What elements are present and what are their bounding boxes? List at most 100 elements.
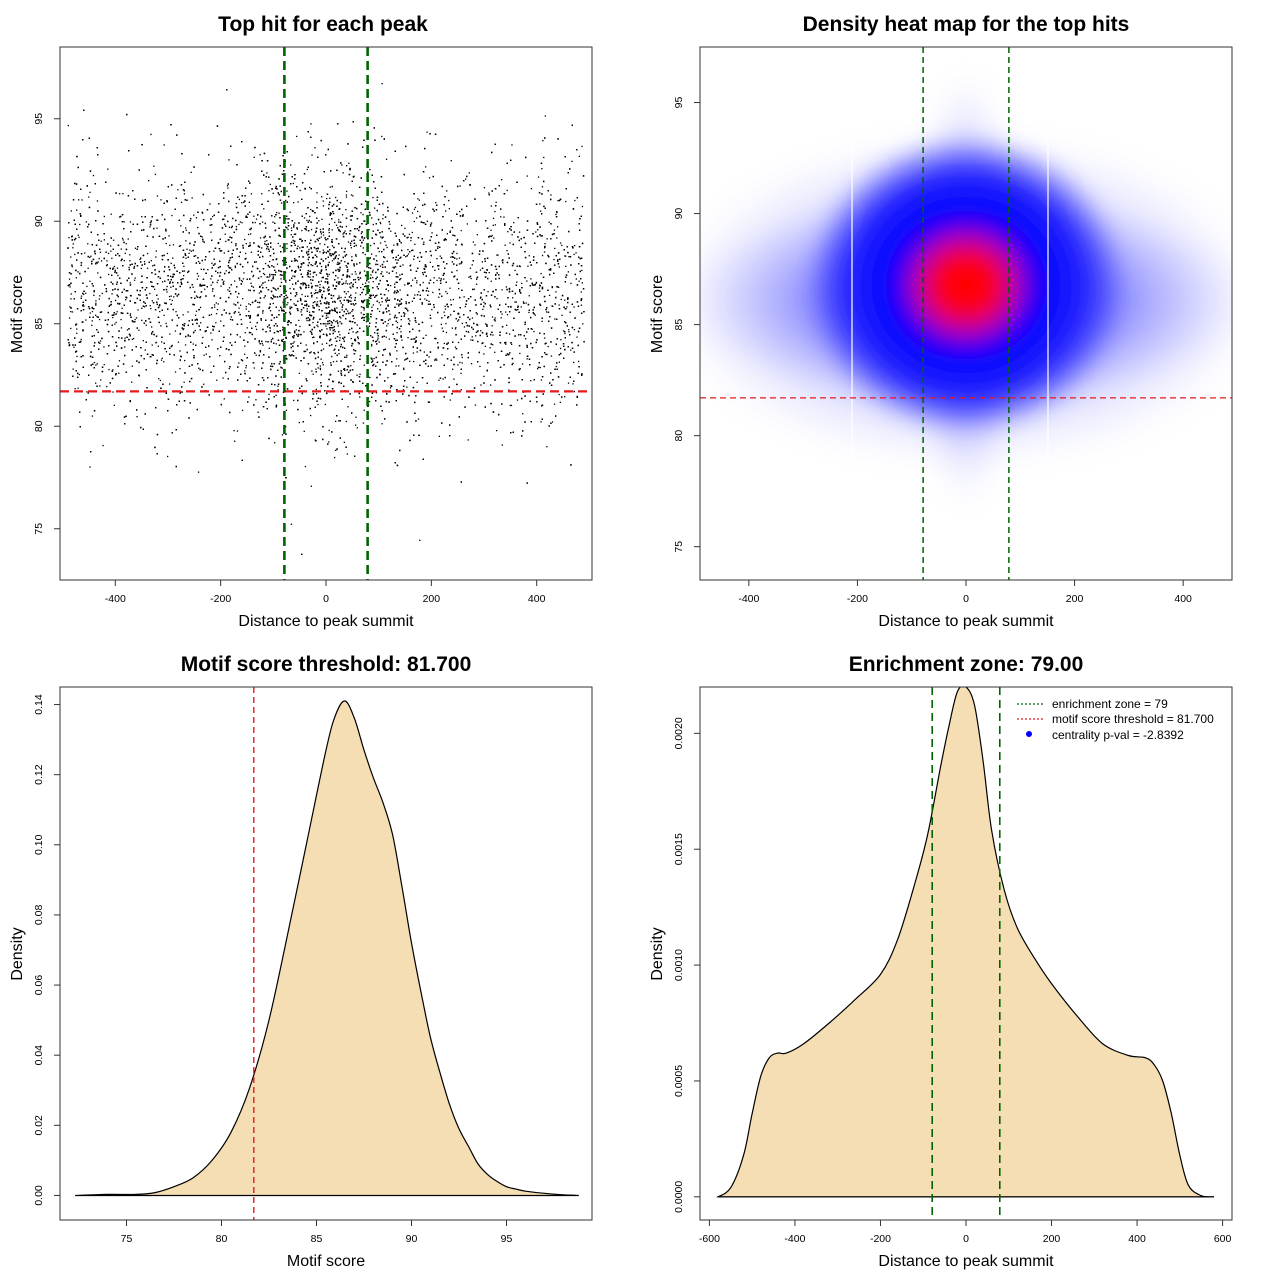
scatter-point xyxy=(341,164,343,166)
scatter-point xyxy=(328,231,330,234)
scatter-point xyxy=(151,300,153,302)
scatter-point xyxy=(496,430,498,432)
scatter-point xyxy=(306,319,308,322)
scatter-point xyxy=(312,302,314,304)
scatter-point xyxy=(335,420,337,422)
scatter-point xyxy=(110,213,112,215)
scatter-point xyxy=(334,257,337,259)
scatter-point xyxy=(145,324,147,326)
scatter-point xyxy=(112,391,114,393)
scatter-point xyxy=(131,365,133,367)
scatter-point xyxy=(89,191,91,193)
scatter-point xyxy=(345,265,347,267)
scatter-point xyxy=(417,418,420,420)
scatter-point xyxy=(100,240,102,242)
scatter-point xyxy=(335,321,337,323)
scatter-point xyxy=(322,249,324,251)
scatter-point xyxy=(349,286,351,288)
scatter-point xyxy=(271,365,273,368)
scatter-point xyxy=(290,523,292,525)
scatter-point xyxy=(327,288,329,290)
scatter-point xyxy=(328,223,330,225)
scatter-point xyxy=(510,404,513,407)
scatter-point xyxy=(476,283,478,285)
scatter-point xyxy=(369,376,371,379)
scatter-point xyxy=(339,337,341,339)
scatter-point xyxy=(381,423,383,425)
scatter-point xyxy=(451,327,453,329)
scatter-point xyxy=(403,367,405,369)
scatter-point xyxy=(301,264,303,266)
scatter-point xyxy=(353,175,355,177)
scatter-point xyxy=(324,403,326,406)
scatter-point xyxy=(387,377,389,379)
chart-title: Top hit for each peak xyxy=(218,13,428,36)
scatter-point xyxy=(353,304,355,306)
scatter-point xyxy=(506,314,509,316)
scatter-point xyxy=(166,252,169,255)
scatter-point xyxy=(496,297,498,300)
scatter-point xyxy=(194,255,197,257)
scatter-point xyxy=(581,282,583,284)
scatter-point xyxy=(377,308,379,310)
scatter-point xyxy=(429,314,431,316)
scatter-point xyxy=(364,253,366,256)
scatter-point xyxy=(506,324,508,326)
scatter-point xyxy=(154,288,156,290)
scatter-point xyxy=(414,206,417,209)
scatter-point xyxy=(68,278,71,280)
scatter-point xyxy=(222,282,224,284)
scatter-point xyxy=(150,260,152,262)
scatter-point xyxy=(349,283,351,285)
scatter-point xyxy=(362,306,364,309)
scatter-point xyxy=(346,356,348,358)
scatter-point xyxy=(168,295,171,298)
scatter-point xyxy=(281,367,283,369)
scatter-point xyxy=(123,221,125,223)
scatter-point xyxy=(269,273,271,275)
scatter-point xyxy=(382,218,384,220)
scatter-point xyxy=(351,273,353,275)
scatter-point xyxy=(334,330,336,333)
scatter-point xyxy=(362,283,364,285)
scatter-point xyxy=(183,381,185,383)
scatter-point xyxy=(422,221,424,224)
scatter-point xyxy=(350,297,352,299)
scatter-point xyxy=(342,172,344,174)
scatter-point xyxy=(73,346,75,348)
scatter-point xyxy=(516,273,518,275)
scatter-point xyxy=(568,331,570,333)
scatter-point xyxy=(93,291,95,293)
scatter-point xyxy=(279,270,281,272)
scatter-point xyxy=(337,325,339,327)
scatter-point xyxy=(412,279,414,281)
scatter-point xyxy=(381,83,383,85)
scatter-point xyxy=(211,339,213,341)
scatter-point xyxy=(294,222,296,224)
scatter-point xyxy=(494,317,496,319)
scatter-point xyxy=(399,257,401,259)
scatter-point xyxy=(151,281,153,283)
scatter-point xyxy=(277,242,279,245)
scatter-point xyxy=(345,280,347,282)
scatter-point xyxy=(339,334,341,336)
scatter-point xyxy=(212,329,214,331)
scatter-point xyxy=(423,267,425,270)
scatter-point xyxy=(124,337,126,339)
scatter-point xyxy=(320,289,322,292)
scatter-point xyxy=(118,216,121,218)
scatter-point xyxy=(308,248,310,251)
scatter-point xyxy=(368,281,370,283)
scatter-point xyxy=(581,145,583,148)
scatter-point xyxy=(320,233,323,235)
scatter-point xyxy=(248,233,250,236)
scatter-point xyxy=(245,243,247,245)
scatter-point xyxy=(445,210,447,212)
scatter-point xyxy=(338,295,340,297)
scatter-point xyxy=(551,286,553,289)
scatter-point xyxy=(269,310,272,312)
scatter-point xyxy=(567,271,569,273)
scatter-point xyxy=(269,183,271,186)
scatter-point xyxy=(239,336,241,338)
